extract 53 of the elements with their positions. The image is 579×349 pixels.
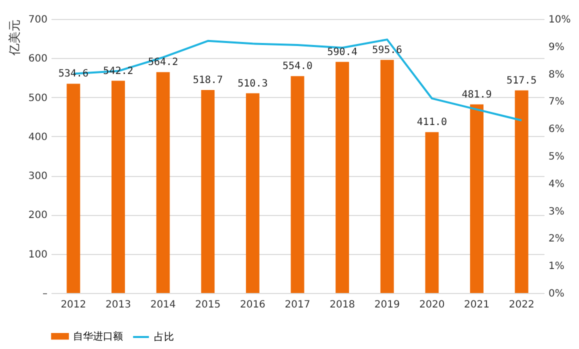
data-label: 517.5 (506, 75, 537, 86)
y-tick-label: 400 (28, 132, 48, 143)
y2-tick-label: 9% (548, 42, 564, 53)
y-tick-label: – (42, 288, 48, 300)
y2-tick-label: 10% (548, 14, 571, 26)
x-tick-label: 2017 (284, 300, 310, 310)
bar (514, 90, 528, 293)
y2-tick-label: 4% (548, 178, 564, 190)
legend-label: 自华进口额 (73, 330, 123, 342)
x-tick-label: 2015 (195, 300, 221, 310)
x-tick-label: 2021 (464, 300, 490, 310)
x-tick-label: 2020 (419, 300, 445, 310)
y2-tick-label: 3% (548, 206, 564, 218)
y2-tick-label: 7% (548, 96, 564, 108)
data-label: 564.2 (148, 57, 178, 68)
x-tick-label: 2013 (106, 300, 131, 310)
y-axis-title: 亿美元 (8, 20, 22, 56)
bar (201, 90, 215, 293)
bar (425, 132, 439, 293)
x-tick-label: 2012 (60, 300, 86, 310)
y2-tick-label: 2% (548, 234, 564, 245)
x-tick-label: 2022 (508, 300, 534, 310)
data-label: 590.4 (327, 46, 358, 58)
bar (112, 80, 125, 293)
y2-tick-label: 0% (548, 288, 564, 300)
data-label: 554.0 (282, 61, 313, 72)
bar (380, 60, 394, 293)
data-label: 534.6 (58, 68, 88, 80)
bar (290, 76, 304, 293)
x-tick-label: 2014 (150, 300, 176, 310)
y2-tick-label: 1% (548, 261, 564, 272)
bar (156, 72, 170, 293)
y2-tick-label: 8% (548, 69, 564, 80)
bar (336, 62, 350, 293)
bar (470, 104, 484, 293)
y-tick-label: 600 (28, 54, 48, 65)
data-label: 510.3 (238, 78, 268, 90)
y2-tick-label: 6% (548, 124, 564, 136)
x-tick-label: 2018 (330, 300, 356, 310)
bar (66, 84, 80, 293)
bar (246, 93, 260, 293)
y2-tick-label: 5% (548, 152, 564, 162)
data-label: 518.7 (192, 74, 223, 86)
y-tick-label: 500 (28, 92, 48, 104)
data-label: 411.0 (416, 117, 448, 128)
y-tick-label: 100 (28, 249, 48, 260)
y-tick-label: 700 (28, 14, 48, 26)
data-label: 481.9 (462, 89, 492, 100)
y-tick-label: 200 (28, 210, 48, 222)
y-tick-label: 300 (28, 171, 48, 182)
x-tick-label: 2019 (374, 300, 400, 310)
legend-label: 占比 (154, 331, 174, 343)
x-tick-label: 2016 (240, 300, 266, 310)
